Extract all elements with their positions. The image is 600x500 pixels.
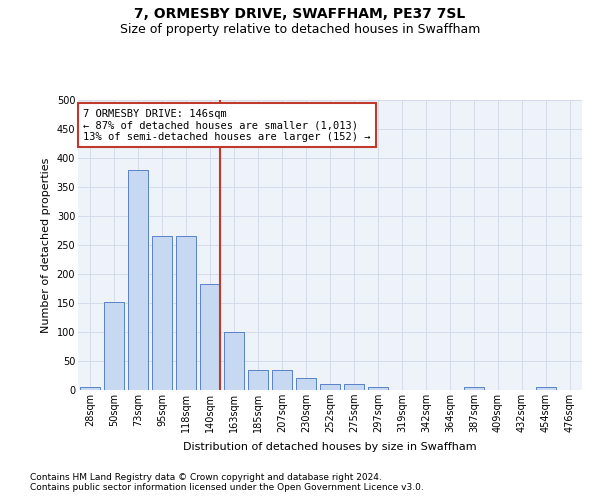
Bar [464,387,484,390]
Bar [536,387,556,390]
Bar [128,170,148,390]
Bar [368,387,388,390]
Text: 7, ORMESBY DRIVE, SWAFFHAM, PE37 7SL: 7, ORMESBY DRIVE, SWAFFHAM, PE37 7SL [134,8,466,22]
Bar [104,302,124,390]
Text: Distribution of detached houses by size in Swaffham: Distribution of detached houses by size … [183,442,477,452]
Bar [80,387,100,390]
Bar [176,236,196,390]
Bar [224,332,244,390]
Bar [272,370,292,390]
Y-axis label: Number of detached properties: Number of detached properties [41,158,51,332]
Bar [320,384,340,390]
Text: Contains HM Land Registry data © Crown copyright and database right 2024.: Contains HM Land Registry data © Crown c… [30,472,382,482]
Bar [344,384,364,390]
Text: Size of property relative to detached houses in Swaffham: Size of property relative to detached ho… [120,22,480,36]
Bar [296,378,316,390]
Bar [248,370,268,390]
Text: 7 ORMESBY DRIVE: 146sqm
← 87% of detached houses are smaller (1,013)
13% of semi: 7 ORMESBY DRIVE: 146sqm ← 87% of detache… [83,108,371,142]
Bar [200,284,220,390]
Bar [152,236,172,390]
Text: Contains public sector information licensed under the Open Government Licence v3: Contains public sector information licen… [30,482,424,492]
